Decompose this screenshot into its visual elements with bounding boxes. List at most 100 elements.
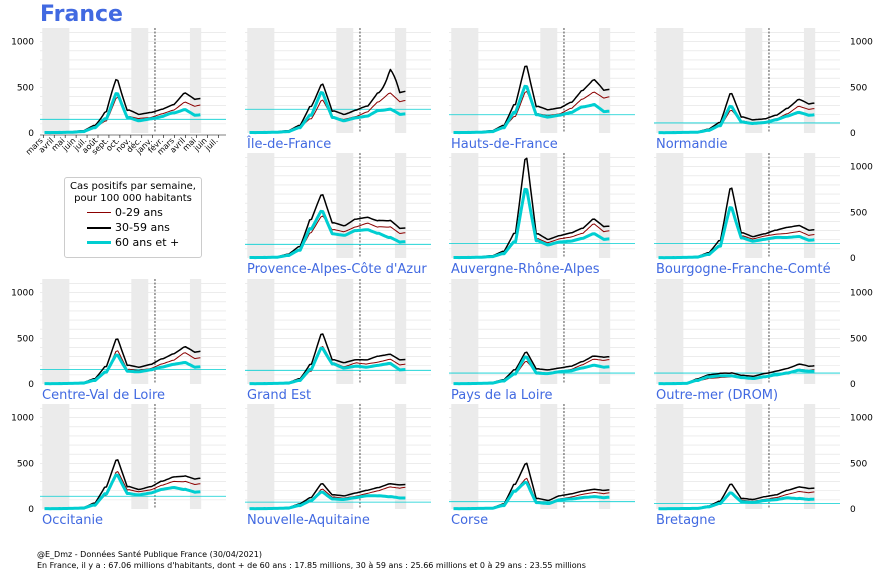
shade-lockdown-1 — [451, 153, 479, 258]
y-tick-label: 500 — [850, 459, 867, 469]
shade-lockdown-3 — [803, 28, 816, 133]
shade-lockdown-3 — [394, 153, 407, 258]
series-60plus — [658, 206, 815, 260]
panel-1: Île-de-France — [245, 28, 431, 152]
shade-lockdown-3 — [803, 404, 816, 509]
series-60plus — [453, 84, 610, 135]
shade-lockdown-2 — [336, 28, 354, 133]
series-60plus — [249, 346, 406, 386]
shade-lockdown-2 — [336, 404, 354, 509]
shade-lockdown-1 — [247, 153, 275, 258]
shade-lockdown-2 — [131, 28, 149, 133]
y-tick-label: 1000 — [850, 38, 873, 48]
panel-0: 05001000marsavrilmaijuinjuil.aoûtsept.oc… — [11, 28, 226, 157]
y-tick-label: 0 — [850, 505, 856, 515]
y-tick-label: 0 — [28, 129, 34, 139]
legend-entry-0-29: 0-29 ans — [65, 205, 201, 220]
shade-lockdown-2 — [540, 279, 558, 384]
shade-lockdown-1 — [247, 279, 275, 384]
shade-lockdown-1 — [451, 28, 479, 133]
region-label: Normandie — [656, 137, 728, 152]
shade-lockdown-2 — [336, 279, 354, 384]
panel-6: 0 500 1000 Bourgogne-Franche-Comté — [654, 153, 873, 277]
y-tick-label: 1000 — [850, 289, 873, 299]
y-tick-label: 500 — [850, 83, 867, 93]
shade-lockdown-3 — [598, 28, 611, 133]
footer-source: @E_Dmz - Données Santé Publique France (… — [37, 550, 262, 559]
shade-lockdown-3 — [803, 153, 816, 258]
shade-lockdown-2 — [745, 279, 763, 384]
region-label: Hauts-de-France — [451, 137, 558, 152]
y-tick-label: 1000 — [850, 163, 873, 173]
shade-lockdown-1 — [42, 28, 70, 133]
legend-entry-30-59: 30-59 ans — [65, 220, 201, 235]
region-label: Nouvelle-Aquitaine — [247, 513, 370, 528]
series-60plus — [249, 209, 406, 260]
panel-13: Corse — [449, 404, 635, 528]
legend-swatch-30-59 — [87, 227, 111, 229]
shade-lockdown-3 — [803, 279, 816, 384]
page-title: France — [40, 2, 123, 27]
shade-lockdown-3 — [394, 28, 407, 133]
y-tick-label: 0 — [850, 254, 856, 264]
region-label: Centre-Val de Loire — [42, 388, 165, 403]
series-60plus — [249, 490, 406, 511]
panel-9: Pays de la Loire — [449, 279, 635, 403]
y-tick-label: 500 — [17, 83, 34, 93]
region-label: Pays de la Loire — [451, 388, 553, 403]
shade-lockdown-3 — [189, 28, 202, 133]
shade-lockdown-3 — [189, 404, 202, 509]
y-tick-label: 1000 — [850, 414, 873, 424]
series-60plus — [44, 353, 201, 386]
shade-lockdown-3 — [394, 404, 407, 509]
panel-3: 0 500 1000 Normandie — [654, 28, 873, 152]
region-label: Bourgogne-Franche-Comté — [656, 262, 831, 277]
shade-lockdown-1 — [451, 404, 479, 509]
panel-11: 0 500 1000 Occitanie — [11, 404, 226, 528]
shade-lockdown-2 — [745, 28, 763, 133]
y-tick-label: 500 — [17, 334, 34, 344]
series-60plus — [44, 473, 201, 511]
shade-lockdown-1 — [656, 28, 684, 133]
panel-2: Hauts-de-France — [449, 28, 635, 152]
y-tick-label: 0 — [28, 380, 34, 390]
shade-lockdown-2 — [745, 404, 763, 509]
y-tick-label: 500 — [850, 208, 867, 218]
panel-5: Auvergne-Rhône-Alpes — [449, 153, 635, 277]
shade-lockdown-1 — [656, 279, 684, 384]
shade-lockdown-2 — [131, 279, 149, 384]
shade-lockdown-3 — [598, 404, 611, 509]
panel-7: 0 500 1000 Centre-Val de Loire — [11, 279, 226, 403]
shade-lockdown-3 — [598, 153, 611, 258]
shade-lockdown-1 — [42, 279, 70, 384]
region-label: Provence-Alpes-Côte d'Azur — [247, 262, 427, 277]
shade-lockdown-1 — [42, 404, 70, 509]
panel-10: 0 500 1000 Outre-mer (DROM) — [654, 279, 873, 403]
shade-lockdown-2 — [540, 153, 558, 258]
shade-lockdown-2 — [336, 153, 354, 258]
legend-entry-60plus: 60 ans et + — [65, 235, 201, 250]
series-60plus — [658, 491, 815, 511]
y-tick-label: 1000 — [11, 414, 34, 424]
series-60plus — [249, 91, 406, 135]
series-60plus — [453, 355, 610, 386]
legend-label-60plus: 60 ans et + — [115, 236, 180, 249]
series-60plus — [658, 104, 815, 135]
region-label: Bretagne — [656, 513, 716, 528]
region-label: Corse — [451, 513, 488, 528]
region-label: Auvergne-Rhône-Alpes — [451, 262, 600, 277]
y-tick-label: 500 — [850, 334, 867, 344]
series-60plus — [658, 368, 815, 386]
region-label: Outre-mer (DROM) — [656, 388, 778, 403]
shade-lockdown-1 — [656, 153, 684, 258]
y-tick-label: 1000 — [11, 38, 34, 48]
panel-4: Provence-Alpes-Côte d'Azur — [245, 153, 431, 277]
legend-title: Cas positifs par semaine, pour 100 000 h… — [69, 181, 196, 204]
shade-lockdown-2 — [131, 404, 149, 509]
legend-swatch-0-29 — [87, 212, 111, 213]
shade-lockdown-1 — [656, 404, 684, 509]
panel-12: Nouvelle-Aquitaine — [245, 404, 431, 528]
shade-lockdown-3 — [598, 279, 611, 384]
series-60plus — [44, 92, 201, 135]
